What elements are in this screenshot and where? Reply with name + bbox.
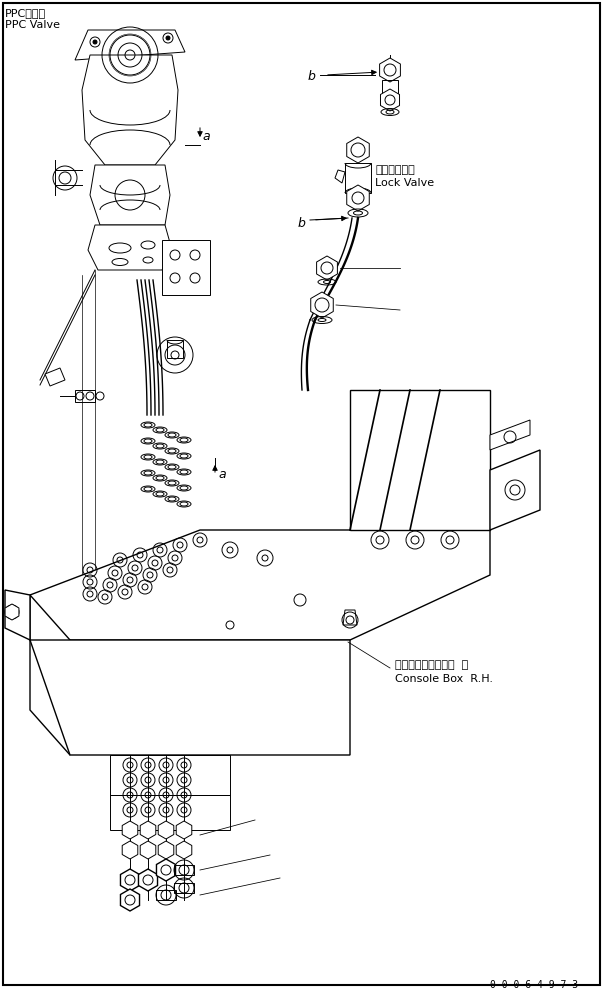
Bar (167, 340, 183, 358)
Polygon shape (88, 225, 172, 270)
Polygon shape (5, 590, 30, 640)
Polygon shape (490, 420, 530, 450)
Bar (75, 390, 95, 402)
Text: Console Box  R.H.: Console Box R.H. (395, 674, 493, 684)
Polygon shape (121, 869, 139, 891)
Polygon shape (5, 604, 19, 620)
Text: a: a (202, 130, 210, 143)
Bar (174, 865, 194, 875)
Text: a: a (218, 468, 226, 481)
Bar (110, 755, 230, 795)
Text: Lock Valve: Lock Valve (375, 178, 434, 188)
Polygon shape (176, 841, 192, 859)
Polygon shape (347, 185, 369, 211)
Bar (345, 163, 371, 193)
Text: コンソールボックス  右: コンソールボックス 右 (395, 660, 469, 670)
Polygon shape (30, 640, 350, 755)
Polygon shape (30, 595, 70, 755)
Text: b: b (297, 217, 305, 230)
Bar (382, 80, 398, 98)
Polygon shape (140, 841, 156, 859)
Polygon shape (158, 841, 174, 859)
Text: b: b (307, 70, 315, 83)
Bar (156, 890, 176, 900)
Polygon shape (380, 58, 400, 82)
Polygon shape (140, 821, 156, 839)
Text: 0 0 0 6 4 9 7 3: 0 0 0 6 4 9 7 3 (490, 980, 578, 988)
Polygon shape (156, 859, 175, 881)
Polygon shape (162, 240, 210, 295)
Polygon shape (335, 170, 345, 183)
Polygon shape (122, 821, 138, 839)
Polygon shape (343, 610, 357, 625)
Polygon shape (347, 137, 369, 163)
Polygon shape (30, 530, 490, 640)
Text: PPC Valve: PPC Valve (5, 20, 60, 30)
Polygon shape (176, 821, 192, 839)
Circle shape (93, 40, 97, 44)
Polygon shape (121, 889, 139, 911)
Polygon shape (490, 450, 540, 530)
Polygon shape (317, 256, 338, 280)
Polygon shape (158, 821, 174, 839)
Polygon shape (82, 55, 178, 165)
Polygon shape (90, 165, 170, 225)
Polygon shape (139, 869, 157, 891)
Circle shape (166, 36, 170, 40)
Polygon shape (380, 89, 400, 111)
Polygon shape (311, 292, 333, 318)
Polygon shape (45, 368, 65, 386)
Polygon shape (75, 30, 185, 60)
Text: PPCバルブ: PPCバルブ (5, 8, 46, 18)
Polygon shape (122, 841, 138, 859)
Polygon shape (350, 390, 490, 530)
Text: ロックバルブ: ロックバルブ (375, 165, 415, 175)
Bar (110, 795, 230, 830)
Bar (174, 883, 194, 893)
